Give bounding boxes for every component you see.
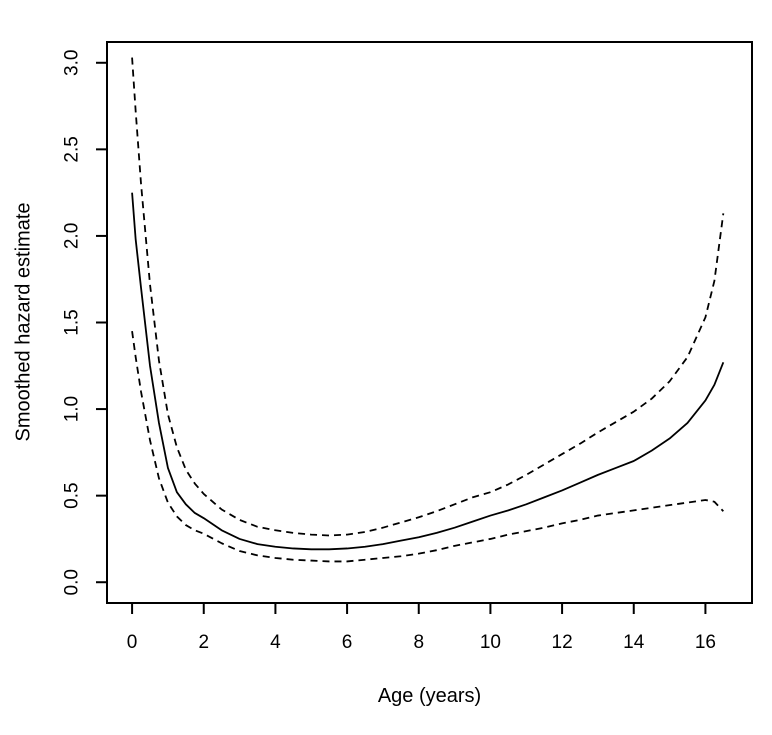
y-axis-tick-label: 2.0 <box>62 223 83 249</box>
x-axis-title: Age (years) <box>377 685 482 707</box>
plot-frame <box>106 41 753 604</box>
y-axis-tick-label: 1.0 <box>62 396 83 422</box>
y-axis-title: Smoothed hazard estimate <box>12 202 35 442</box>
y-axis-tick-label: 3.0 <box>62 50 83 76</box>
lower-confidence-band-line <box>131 331 724 563</box>
y-axis-tick-label: 1.5 <box>62 309 83 335</box>
x-axis-tick-label: 6 <box>342 632 353 653</box>
x-axis-tick-label: 0 <box>127 632 138 653</box>
y-axis-tick-label: 2.5 <box>62 136 83 162</box>
y-axis-tick-label: 0.5 <box>62 482 83 508</box>
hazard-estimate-line <box>131 192 725 551</box>
x-axis-tick-label: 16 <box>695 632 716 653</box>
y-axis-tick-label: 0.0 <box>62 569 83 595</box>
x-axis-tick-label: 10 <box>480 632 501 653</box>
x-axis-tick-label: 8 <box>413 632 424 653</box>
upper-confidence-band-line <box>131 57 725 537</box>
x-axis-tick-label: 4 <box>270 632 281 653</box>
x-axis-tick-label: 14 <box>623 632 645 653</box>
x-axis-tick-label: 2 <box>198 632 209 653</box>
x-axis-tick-label: 12 <box>552 632 573 653</box>
